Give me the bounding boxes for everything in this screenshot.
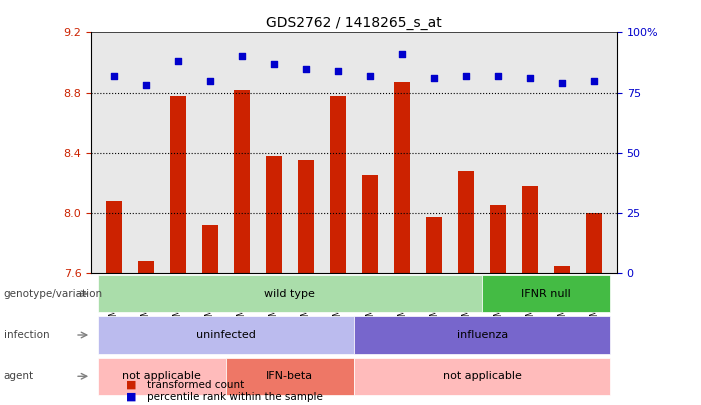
Text: genotype/variation: genotype/variation <box>4 289 102 299</box>
FancyBboxPatch shape <box>354 358 611 395</box>
Text: ■: ■ <box>126 380 137 390</box>
Text: not applicable: not applicable <box>443 371 522 381</box>
Text: IFN-beta: IFN-beta <box>266 371 313 381</box>
Bar <box>170 96 186 273</box>
Point <box>428 75 440 81</box>
Title: GDS2762 / 1418265_s_at: GDS2762 / 1418265_s_at <box>266 16 442 30</box>
FancyBboxPatch shape <box>97 358 226 395</box>
Point <box>493 72 504 79</box>
FancyBboxPatch shape <box>354 316 611 354</box>
Point <box>108 72 119 79</box>
Point <box>236 53 247 60</box>
Text: infection: infection <box>4 330 49 340</box>
Point <box>365 72 376 79</box>
Bar <box>330 96 346 273</box>
Point <box>268 60 280 67</box>
Text: influenza: influenza <box>456 330 508 340</box>
Point <box>300 65 311 72</box>
Bar <box>362 175 378 273</box>
Bar <box>106 201 121 273</box>
Point <box>204 77 215 84</box>
Bar <box>458 171 474 273</box>
Text: agent: agent <box>4 371 34 381</box>
Bar <box>298 160 314 273</box>
Bar <box>234 90 250 273</box>
Point <box>332 68 343 74</box>
Point <box>397 51 408 57</box>
Bar <box>426 217 442 273</box>
Point <box>525 75 536 81</box>
Bar <box>522 186 538 273</box>
Text: ■: ■ <box>126 392 137 402</box>
Bar <box>266 156 282 273</box>
Bar <box>490 205 506 273</box>
Bar <box>554 266 571 273</box>
Bar <box>587 213 602 273</box>
Bar <box>137 261 154 273</box>
Bar <box>202 225 218 273</box>
Point <box>461 72 472 79</box>
Text: wild type: wild type <box>264 289 315 299</box>
FancyBboxPatch shape <box>97 316 354 354</box>
Point <box>172 58 183 64</box>
Text: percentile rank within the sample: percentile rank within the sample <box>147 392 323 402</box>
Text: not applicable: not applicable <box>122 371 201 381</box>
Point <box>589 77 600 84</box>
FancyBboxPatch shape <box>97 275 482 312</box>
Point <box>557 80 568 86</box>
Text: uninfected: uninfected <box>196 330 256 340</box>
Text: IFNR null: IFNR null <box>522 289 571 299</box>
FancyBboxPatch shape <box>482 275 611 312</box>
Point <box>140 82 151 89</box>
FancyBboxPatch shape <box>226 358 354 395</box>
Text: transformed count: transformed count <box>147 380 245 390</box>
Bar <box>394 82 410 273</box>
